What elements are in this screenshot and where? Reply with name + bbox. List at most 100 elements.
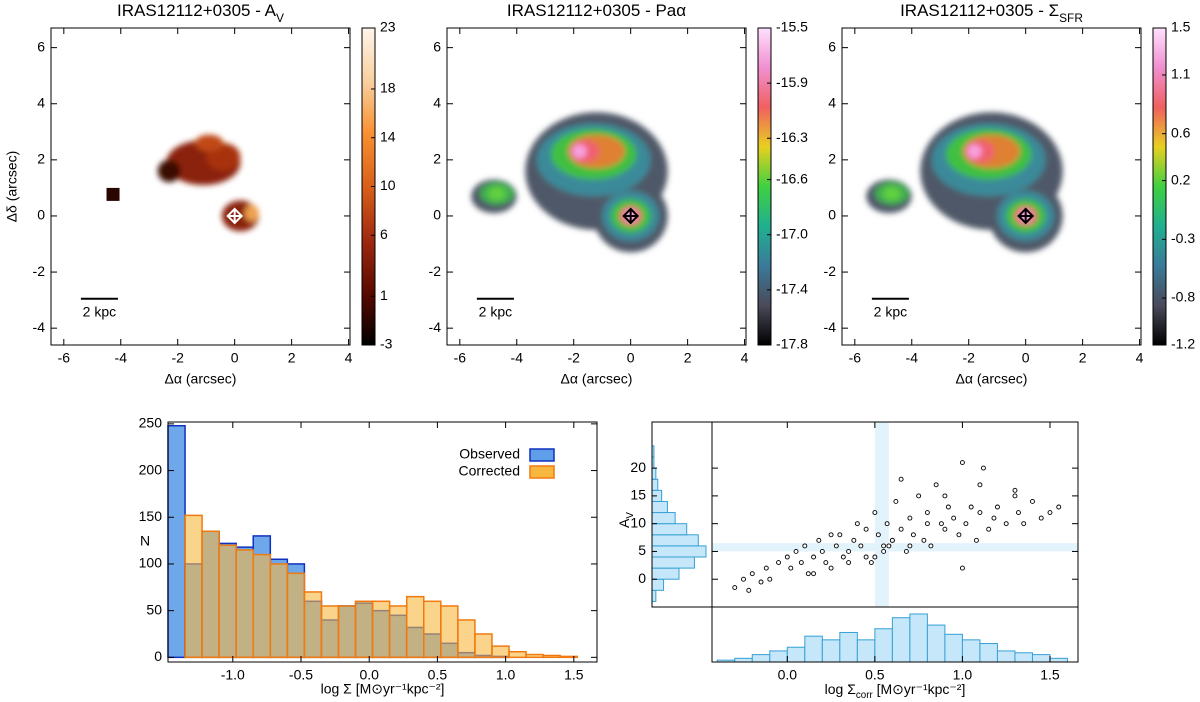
plot-frame	[50, 27, 351, 346]
histogram-bar	[235, 549, 255, 659]
scatter-point	[1021, 521, 1027, 527]
scatter-point	[924, 521, 930, 527]
marginal-bar	[651, 589, 657, 602]
marginal-bar	[874, 628, 893, 663]
colorbar-tick-label: -17.0	[776, 225, 808, 241]
histogram-bar	[218, 544, 237, 659]
scatter-point	[763, 565, 769, 571]
text-part: A	[616, 518, 632, 528]
scatter-point	[942, 526, 948, 532]
y-tick-label: 100	[139, 555, 163, 571]
scatter-point	[746, 587, 752, 593]
histogram-bar	[423, 600, 442, 659]
x-tick-label: -6	[849, 350, 862, 366]
scatter-point	[1012, 487, 1018, 493]
scatter-point	[811, 571, 817, 577]
marginal-bar	[734, 657, 753, 663]
scatter-point	[886, 543, 892, 549]
nucleus-marker	[1017, 207, 1035, 225]
marginal-bar	[651, 578, 665, 591]
y-tick-label: 4	[37, 94, 45, 110]
scatter-point	[802, 543, 808, 549]
scatter-point	[928, 543, 934, 549]
x-tick-label: 0.5	[865, 667, 885, 683]
x-tick-label: -4	[906, 350, 919, 366]
marginal-bar	[651, 545, 707, 558]
scatter-point	[884, 521, 890, 527]
x-axis-label: Δα (arcsec)	[561, 371, 633, 387]
scatter-point	[868, 560, 874, 566]
y-tick-label: 4	[433, 94, 441, 110]
marginal-bar	[651, 556, 695, 569]
y-tick-label: -4	[824, 319, 837, 335]
histogram-bar	[303, 591, 323, 659]
marginal-bar	[804, 635, 823, 663]
x-tick-label: -0.5	[289, 667, 313, 683]
scatter-point	[854, 521, 860, 527]
x-tick-label: 2	[288, 350, 296, 366]
plot-frame	[711, 421, 1079, 608]
histogram-bar	[405, 595, 425, 659]
plot-frame	[167, 421, 598, 663]
colorbar-tick-label: 18	[380, 80, 396, 96]
scatter-point	[798, 560, 804, 566]
histogram-bar	[252, 553, 272, 659]
marginal-bar	[979, 643, 998, 663]
scatter-point	[828, 565, 834, 571]
marginal-bar	[786, 646, 806, 663]
scatter-point	[875, 532, 881, 538]
scatter-point	[959, 565, 965, 571]
y-tick-label: -2	[33, 263, 46, 279]
subscript: SFR	[1059, 11, 1083, 25]
histogram-bar	[269, 563, 289, 659]
marginal-bar	[944, 633, 963, 663]
scatter-point	[833, 543, 839, 549]
scatter-point	[963, 521, 969, 527]
scatter-point	[846, 560, 852, 566]
panel-title: IRAS12112+0305 - Paα	[507, 1, 686, 20]
colorbar-tick-label: -16.6	[776, 170, 808, 186]
marginal-bar	[926, 624, 946, 663]
scatter-point	[776, 560, 781, 566]
y-tick-label: 10	[630, 514, 646, 530]
scatter-point	[893, 498, 899, 504]
x-tick-label: -2	[567, 350, 580, 366]
scatter-point	[1003, 521, 1009, 527]
scatter-point	[924, 510, 930, 516]
map-region	[967, 144, 982, 159]
scatter-point	[977, 482, 983, 488]
scatter-point	[898, 526, 904, 532]
scatter-point	[858, 543, 864, 549]
histogram-bar	[474, 633, 493, 659]
colorbar-tick-label: 1.5	[1171, 19, 1191, 35]
scatter-point	[1016, 510, 1021, 516]
x-tick-label: 4	[345, 350, 353, 366]
scale-label: 2 kpc	[83, 303, 116, 319]
x-axis-label: log Σ [M⊙yr⁻¹kpc⁻²]	[321, 681, 445, 697]
scatter-point	[863, 526, 869, 532]
y-tick-label: 6	[37, 38, 45, 54]
histogram-bar	[508, 650, 527, 659]
histogram-bar	[337, 605, 357, 659]
scatter-point	[823, 560, 829, 566]
scatter-point	[977, 510, 983, 516]
text-part: log Σ	[825, 681, 857, 697]
histogram-bar	[201, 530, 220, 659]
x-tick-label: 0	[1022, 350, 1030, 366]
scatter-point	[846, 548, 852, 554]
colorbar	[757, 27, 772, 346]
marginal-bar	[751, 654, 771, 663]
scatter-point	[951, 515, 957, 521]
y-tick-label: 2	[433, 151, 441, 167]
x-tick-label: -1.0	[221, 667, 245, 683]
marginal-bar	[651, 500, 668, 514]
histogram-bar	[542, 654, 561, 659]
legend-label: Observed	[459, 446, 520, 462]
scatter-point	[959, 460, 965, 466]
legend-swatch	[529, 448, 555, 462]
x-tick-label: -6	[454, 350, 467, 366]
scatter-point	[828, 532, 834, 538]
marginal-bar	[891, 617, 911, 663]
scatter-point	[921, 537, 927, 543]
y-tick-label: 5	[638, 542, 646, 558]
